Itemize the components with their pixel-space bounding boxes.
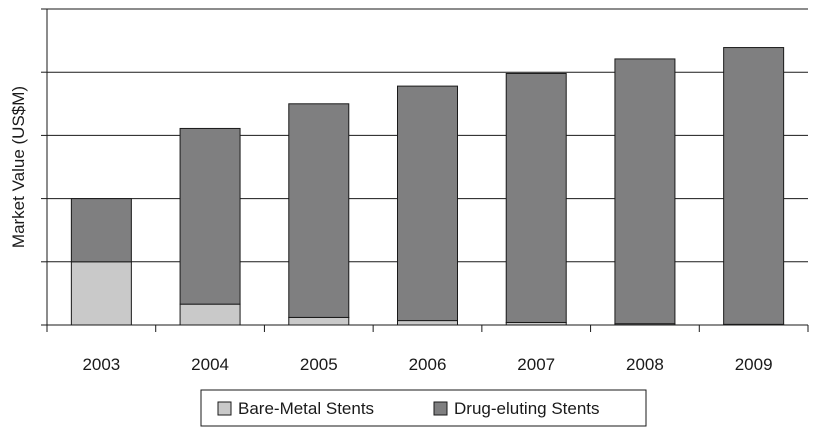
legend: Bare-Metal Stents Drug-eluting Stents (200, 389, 647, 427)
bar-2008-drug-eluting (614, 58, 676, 325)
x-tick-label-2004: 2004 (191, 355, 229, 374)
legend-label-drug-eluting: Drug-eluting Stents (454, 399, 600, 418)
y-axis-title: Market Value (US$M) (9, 86, 28, 248)
x-tick-label-2005: 2005 (300, 355, 338, 374)
legend-swatch-bare-metal (217, 401, 232, 416)
tick-labels: 2003 2004 2005 2006 2007 2008 2009 (82, 355, 772, 374)
legend-box (200, 389, 647, 427)
x-tick-label-2003: 2003 (82, 355, 120, 374)
x-tick-label-2009: 2009 (735, 355, 773, 374)
legend-swatch-drug-eluting (433, 401, 448, 416)
axes (41, 8, 809, 332)
bar-2004-bare-metal (179, 303, 241, 326)
bars (70, 47, 785, 326)
bar-2005-drug-eluting (288, 103, 350, 318)
bar-2003-bare-metal (70, 261, 132, 326)
bar-2003-drug-eluting (70, 198, 132, 263)
bar-2006-drug-eluting (397, 85, 458, 322)
x-tick-label-2008: 2008 (626, 355, 664, 374)
bar-2006-bare-metal (397, 320, 458, 326)
legend-label-bare-metal: Bare-Metal Stents (238, 399, 374, 418)
x-tick-label-2007: 2007 (517, 355, 555, 374)
bar-2007-drug-eluting (505, 72, 567, 323)
bar-2005-bare-metal (288, 316, 350, 326)
bar-2004-drug-eluting (179, 127, 241, 305)
bar-2009-drug-eluting (723, 47, 785, 325)
x-tick-label-2006: 2006 (409, 355, 447, 374)
